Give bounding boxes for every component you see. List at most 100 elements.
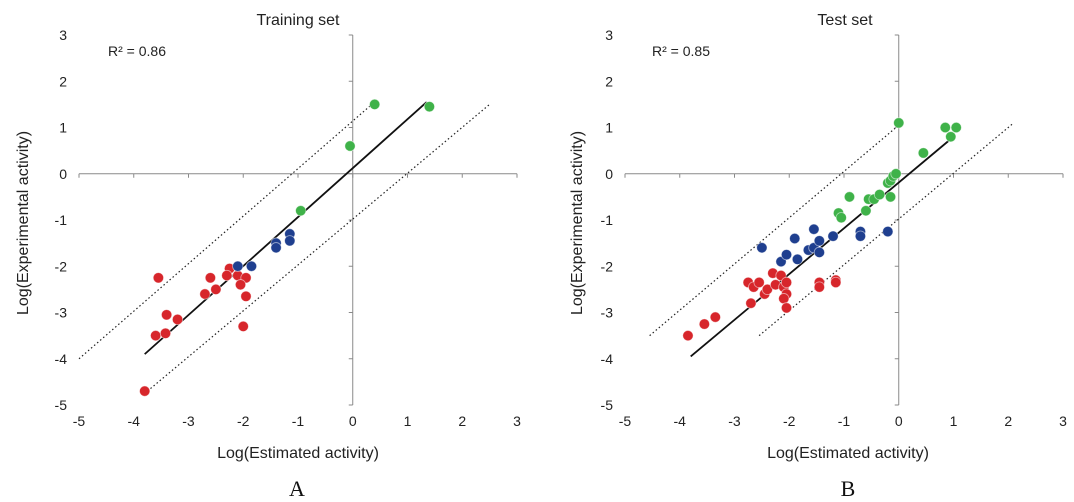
x-tick-label: 2	[458, 413, 466, 429]
data-point	[835, 212, 847, 224]
data-point	[295, 205, 307, 217]
panel-a-training-set: Training set R² = 0.86 Log(Estimated act…	[15, 12, 521, 501]
data-point	[917, 147, 929, 159]
x-tick-label: 0	[895, 413, 903, 429]
data-point	[234, 279, 247, 291]
series-1	[232, 228, 296, 272]
x-tick-label: -2	[783, 413, 796, 429]
data-point	[753, 276, 765, 289]
y-tick-label: -5	[601, 397, 614, 413]
data-point	[813, 246, 825, 258]
data-point	[756, 242, 768, 254]
chart-title: Training set	[257, 12, 341, 29]
y-tick-label: 2	[59, 73, 67, 89]
x-tick-label: 0	[349, 413, 357, 429]
data-point	[245, 260, 258, 272]
upper-bound-line	[78, 103, 373, 360]
y-axis-label: Log(Experimental activity)	[15, 131, 32, 315]
data-point	[827, 230, 839, 242]
chart-title: Test set	[817, 12, 873, 29]
y-tick-label: 0	[59, 166, 67, 182]
data-point	[159, 327, 172, 339]
x-tick-label: -1	[292, 413, 305, 429]
data-point	[780, 276, 793, 289]
series-0	[682, 267, 842, 342]
x-tick-label: 3	[513, 413, 521, 429]
data-point	[161, 309, 173, 321]
data-point	[950, 121, 962, 134]
lower-bound-line	[758, 122, 1015, 337]
data-point	[808, 223, 820, 235]
data-point	[830, 276, 842, 289]
data-point	[270, 242, 282, 254]
x-tick-label: -3	[182, 413, 195, 429]
series-0	[139, 262, 252, 397]
data-point	[199, 288, 211, 300]
data-point	[152, 272, 164, 284]
x-tick-label: 3	[1059, 413, 1067, 429]
y-tick-label: 3	[59, 27, 67, 43]
data-point	[139, 385, 151, 397]
regression-line	[690, 136, 955, 358]
data-point	[237, 320, 249, 332]
data-point	[745, 297, 757, 309]
data-point	[344, 140, 356, 152]
x-tick-label: 1	[950, 413, 958, 429]
data-point	[150, 330, 162, 342]
data-point	[240, 290, 252, 302]
y-tick-label: -2	[601, 258, 614, 274]
r-squared-annotation: R² = 0.85	[652, 43, 710, 59]
y-tick-label: -1	[601, 212, 614, 228]
x-tick-label: -2	[237, 413, 250, 429]
data-point	[813, 235, 825, 247]
data-point	[860, 205, 872, 217]
data-point	[204, 272, 216, 284]
y-tick-label: -4	[55, 351, 68, 367]
y-tick-label: 1	[605, 120, 613, 136]
panel-b-test-set: Test set R² = 0.85 Log(Estimated activit…	[569, 12, 1067, 501]
data-point	[813, 281, 825, 293]
x-tick-label: 2	[1004, 413, 1012, 429]
data-point	[232, 260, 244, 272]
x-tick-label: -4	[674, 413, 687, 429]
x-tick-label: -5	[73, 413, 86, 429]
data-point	[893, 117, 905, 129]
y-tick-label: -5	[55, 397, 68, 413]
y-tick-label: -1	[55, 212, 68, 228]
data-point	[890, 168, 902, 180]
y-tick-label: -3	[55, 305, 68, 321]
x-axis-label: Log(Estimated activity)	[217, 445, 379, 462]
y-tick-label: 2	[605, 73, 613, 89]
data-point	[882, 225, 894, 238]
data-point	[939, 121, 951, 134]
data-point	[780, 249, 793, 261]
data-point	[369, 98, 381, 110]
y-axis-label: Log(Experimental activity)	[569, 131, 586, 315]
panel-letter: A	[289, 476, 305, 501]
y-tick-label: 0	[605, 166, 613, 182]
data-point	[791, 253, 804, 265]
data-point	[778, 293, 790, 305]
series-1	[756, 223, 894, 268]
data-point	[423, 101, 435, 113]
data-point	[873, 188, 886, 201]
y-tick-label: 3	[605, 27, 613, 43]
x-tick-label: 1	[404, 413, 412, 429]
data-point	[789, 232, 801, 245]
regression-line	[144, 101, 428, 355]
data-point	[854, 230, 867, 242]
data-point	[698, 318, 710, 330]
y-tick-label: -4	[601, 351, 614, 367]
y-tick-label: 1	[59, 120, 67, 136]
x-tick-label: -4	[128, 413, 141, 429]
data-point	[682, 330, 694, 342]
data-point	[780, 302, 793, 314]
panel-letter: B	[841, 476, 856, 501]
data-point	[171, 313, 184, 326]
x-tick-label: -1	[838, 413, 851, 429]
r-squared-annotation: R² = 0.86	[108, 43, 166, 59]
series-2	[832, 117, 962, 224]
data-point	[884, 191, 897, 203]
data-point	[843, 191, 856, 203]
